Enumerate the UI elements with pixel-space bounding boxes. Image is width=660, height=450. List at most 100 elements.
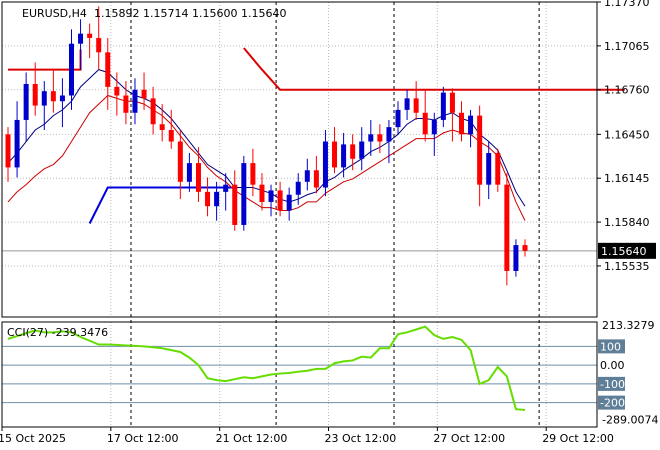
candle-up	[14, 119, 20, 168]
y-tick-label: 1.15535	[604, 260, 650, 273]
candle-up	[78, 33, 84, 44]
cci-gridlines	[1, 322, 597, 427]
x-tick-label: 27 Oct 12:00	[433, 432, 505, 445]
panel-frames	[1, 1, 598, 428]
candle-down	[50, 91, 56, 102]
candle-down	[177, 141, 183, 182]
ohlc-label: 1.15892 1.15714 1.15600 1.15640	[94, 7, 286, 20]
cci-level-tag	[598, 339, 625, 354]
y-tick-label: 1.16760	[604, 84, 650, 97]
candle-down	[96, 37, 102, 53]
vertical-dividers	[130, 2, 540, 427]
cci-panel-frame	[1, 321, 598, 428]
candle-down	[123, 95, 129, 113]
candle-down	[141, 89, 147, 99]
support-resistance-lines	[8, 47, 625, 224]
candle-down	[232, 184, 238, 225]
cci-label: CCI(27) -239.3476	[7, 326, 108, 339]
level-line	[88, 186, 235, 224]
cci-level-label: 100	[600, 340, 621, 353]
ma-slow-line	[7, 94, 526, 221]
y-tick-label: 1.16450	[604, 128, 650, 141]
candle-down	[105, 52, 111, 87]
candle-down	[32, 83, 38, 106]
candle-down	[522, 245, 528, 251]
x-tick-label: 23 Oct 12:00	[325, 432, 397, 445]
candle-up	[359, 141, 365, 159]
x-tick-label: 29 Oct 12:00	[542, 432, 614, 445]
cci-bottom-value: -289.0074	[602, 413, 658, 426]
y-tick-label: 1.17065	[604, 40, 650, 53]
candles	[5, 6, 528, 286]
candle-down	[159, 124, 165, 131]
candle-down	[168, 130, 174, 142]
candle-up	[513, 245, 519, 271]
candle-up	[186, 163, 192, 182]
y-tick-label: 1.15840	[604, 216, 650, 229]
cci-level-label: 0.00	[600, 359, 625, 372]
candle-up	[23, 83, 29, 120]
candle-up	[286, 194, 292, 211]
candle-up	[341, 144, 347, 168]
candle-down	[459, 112, 464, 135]
main-title: EURUSD,H4	[22, 7, 87, 20]
candle-down	[477, 115, 483, 185]
candle-down	[114, 86, 120, 96]
y-tick-label: 1.17370	[604, 0, 650, 9]
x-tick-label: 15 Oct 2025	[0, 432, 66, 445]
candle-down	[495, 153, 501, 185]
cci-level-tag	[598, 376, 625, 391]
cci-line	[7, 325, 526, 411]
candle-up	[268, 190, 274, 202]
candle-up	[395, 109, 401, 128]
candle-down	[332, 141, 338, 168]
candle-up	[304, 170, 310, 182]
candle-up	[386, 127, 392, 142]
candle-down	[150, 98, 156, 125]
moving-averages	[7, 69, 526, 221]
candle-down	[350, 144, 356, 159]
y-tick-label: 1.16145	[604, 172, 650, 185]
candle-down	[413, 98, 419, 113]
candle-up	[404, 98, 410, 110]
candle-up	[241, 163, 247, 225]
candle-down	[449, 92, 455, 113]
candle-down	[205, 191, 211, 207]
ma-fast-line	[7, 69, 526, 207]
candle-up	[468, 115, 474, 135]
candle-up	[440, 92, 446, 120]
cci-level-tag	[598, 395, 625, 410]
candle-up	[68, 43, 74, 96]
candle-up	[223, 184, 229, 192]
cci-level-label: -200	[600, 397, 625, 410]
last-price-tag	[598, 242, 656, 259]
candle-up	[486, 153, 492, 185]
candle-up	[295, 181, 301, 195]
candle-down	[504, 184, 510, 271]
candle-up	[322, 141, 328, 188]
candle-up	[41, 91, 47, 106]
cci-level-label: -100	[600, 378, 625, 391]
candle-down	[377, 134, 383, 142]
main-panel-frame	[1, 1, 598, 318]
cci-series	[7, 325, 526, 411]
candle-down	[5, 134, 11, 168]
candle-down	[277, 190, 283, 211]
candle-up	[214, 191, 220, 207]
candle-down	[422, 112, 428, 135]
cci-top-value: 213.3279	[602, 319, 655, 332]
level-line	[243, 47, 625, 91]
x-tick-label: 21 Oct 12:00	[216, 432, 288, 445]
candle-up	[368, 134, 374, 142]
candle-up	[132, 89, 138, 113]
candle-down	[250, 163, 256, 185]
candle-up	[431, 119, 437, 135]
x-tick-label: 17 Oct 12:00	[107, 432, 179, 445]
candle-up	[59, 95, 65, 102]
candle-down	[195, 163, 201, 192]
candle-down	[259, 184, 265, 202]
candle-down	[87, 33, 93, 38]
last-price-label: 1.15640	[601, 245, 647, 258]
